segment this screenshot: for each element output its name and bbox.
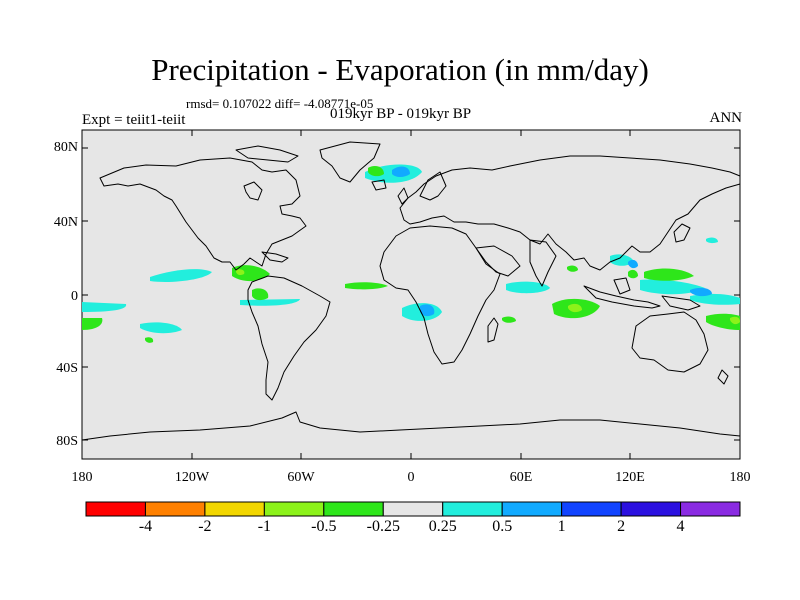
negative-patch	[644, 268, 694, 281]
lat-label-40n: 40N	[53, 215, 78, 230]
strong-negative-core	[568, 303, 582, 313]
arctic-islands-coastline	[235, 145, 299, 163]
borneo-coastline	[613, 277, 631, 295]
lon-label-0: 0	[407, 470, 415, 485]
colorbar-tick-label: 1	[557, 518, 566, 535]
lon-label-120w: 120W	[174, 470, 210, 485]
experiment-label: Expt = teiit1-teiit	[82, 112, 186, 128]
positive-patch	[640, 279, 705, 295]
colorbar-box	[85, 501, 146, 517]
hudson-bay-coastline	[243, 181, 263, 201]
colorbar-box	[680, 501, 741, 517]
india-coastline	[529, 239, 557, 287]
eurasia-coastline	[399, 155, 741, 271]
axis-ticks	[82, 130, 740, 459]
strong-positive-core	[628, 259, 638, 269]
colorbar-tick-label: -2	[198, 518, 212, 535]
iceland-coastline	[371, 179, 387, 191]
colorbar-box	[382, 501, 444, 517]
colorbar	[85, 501, 741, 517]
colorbar-box	[620, 501, 682, 517]
negative-patch	[232, 265, 270, 282]
coastlines	[81, 141, 741, 441]
map-title: Precipitation - Evaporation (in mm/day)	[151, 52, 649, 87]
lat-label-80s: 80S	[56, 434, 78, 449]
lon-label-120e: 120E	[615, 470, 645, 485]
positive-patch	[690, 293, 740, 305]
north-america-coastline	[99, 157, 307, 271]
caribbean-coastline	[261, 251, 289, 263]
madagascar-coastline	[487, 317, 499, 343]
australia-coastline	[631, 311, 709, 373]
strong-positive-core	[392, 166, 410, 177]
colorbar-box	[144, 501, 206, 517]
colorbar-tick-label: -1	[257, 518, 272, 535]
negative-patch	[82, 318, 103, 330]
africa-coastline	[379, 225, 501, 365]
positive-patch	[82, 302, 127, 312]
strong-positive-core	[420, 304, 435, 317]
lat-label-80n: 80N	[53, 140, 78, 155]
japan-coastline	[673, 223, 691, 243]
arabia-coastline	[475, 245, 521, 277]
antarctica-coastline	[81, 411, 741, 441]
colorbar-box	[263, 501, 325, 517]
new-guinea-coastline	[661, 295, 701, 311]
negative-patch	[567, 265, 578, 272]
map-panel	[81, 129, 741, 460]
stats-label: rmsd= 0.107022 diff= -4.08771e-05	[186, 96, 374, 111]
colorbar-box	[323, 501, 384, 517]
indonesia-coastline	[583, 285, 661, 309]
colorbar-box	[442, 501, 503, 517]
positive-patch	[506, 281, 550, 294]
negative-patch	[628, 269, 638, 279]
colorbar-tick-label: 2	[617, 518, 626, 535]
lon-label-60w: 60W	[287, 470, 315, 485]
negative-patch	[502, 316, 516, 323]
colorbar-box	[501, 501, 563, 517]
colorbar-tick-label: -0.5	[311, 518, 337, 535]
positive-patch	[240, 299, 300, 306]
positive-patch	[150, 269, 212, 282]
strong-negative-core	[236, 269, 245, 276]
colorbar-box	[561, 501, 622, 517]
negative-patch	[368, 166, 384, 177]
period-label: 019kyr BP - 019kyr BP	[330, 106, 472, 122]
south-america-coastline	[247, 275, 331, 401]
colorbar-tick-label: 0.25	[428, 518, 457, 535]
lon-label-180e: 180	[729, 470, 751, 485]
uk-coastline	[397, 187, 409, 205]
negative-patch	[145, 337, 154, 343]
scandinavia-coastline	[419, 171, 447, 201]
colorbar-tick-label: 4	[676, 518, 685, 535]
new-zealand-coastline	[717, 369, 729, 385]
negative-patch	[252, 288, 269, 301]
positive-patch	[140, 322, 182, 334]
strong-positive-core	[690, 287, 712, 297]
colorbar-box	[204, 501, 265, 517]
lat-label-0: 0	[71, 289, 78, 304]
colorbar-tick-label: -4	[138, 518, 153, 535]
lon-label-60e: 60E	[509, 470, 533, 485]
negative-patch	[345, 282, 388, 290]
anomaly-patches	[82, 164, 740, 343]
colorbar-tick-label: -0.25	[366, 518, 400, 535]
lon-label-180w: 180	[71, 470, 93, 485]
colorbar-tick-label: 0.5	[492, 518, 513, 535]
greenland-coastline	[319, 141, 381, 183]
lat-label-40s: 40S	[56, 361, 78, 376]
strong-negative-core	[730, 316, 740, 325]
season-label: ANN	[709, 110, 743, 126]
positive-patch	[706, 237, 718, 244]
